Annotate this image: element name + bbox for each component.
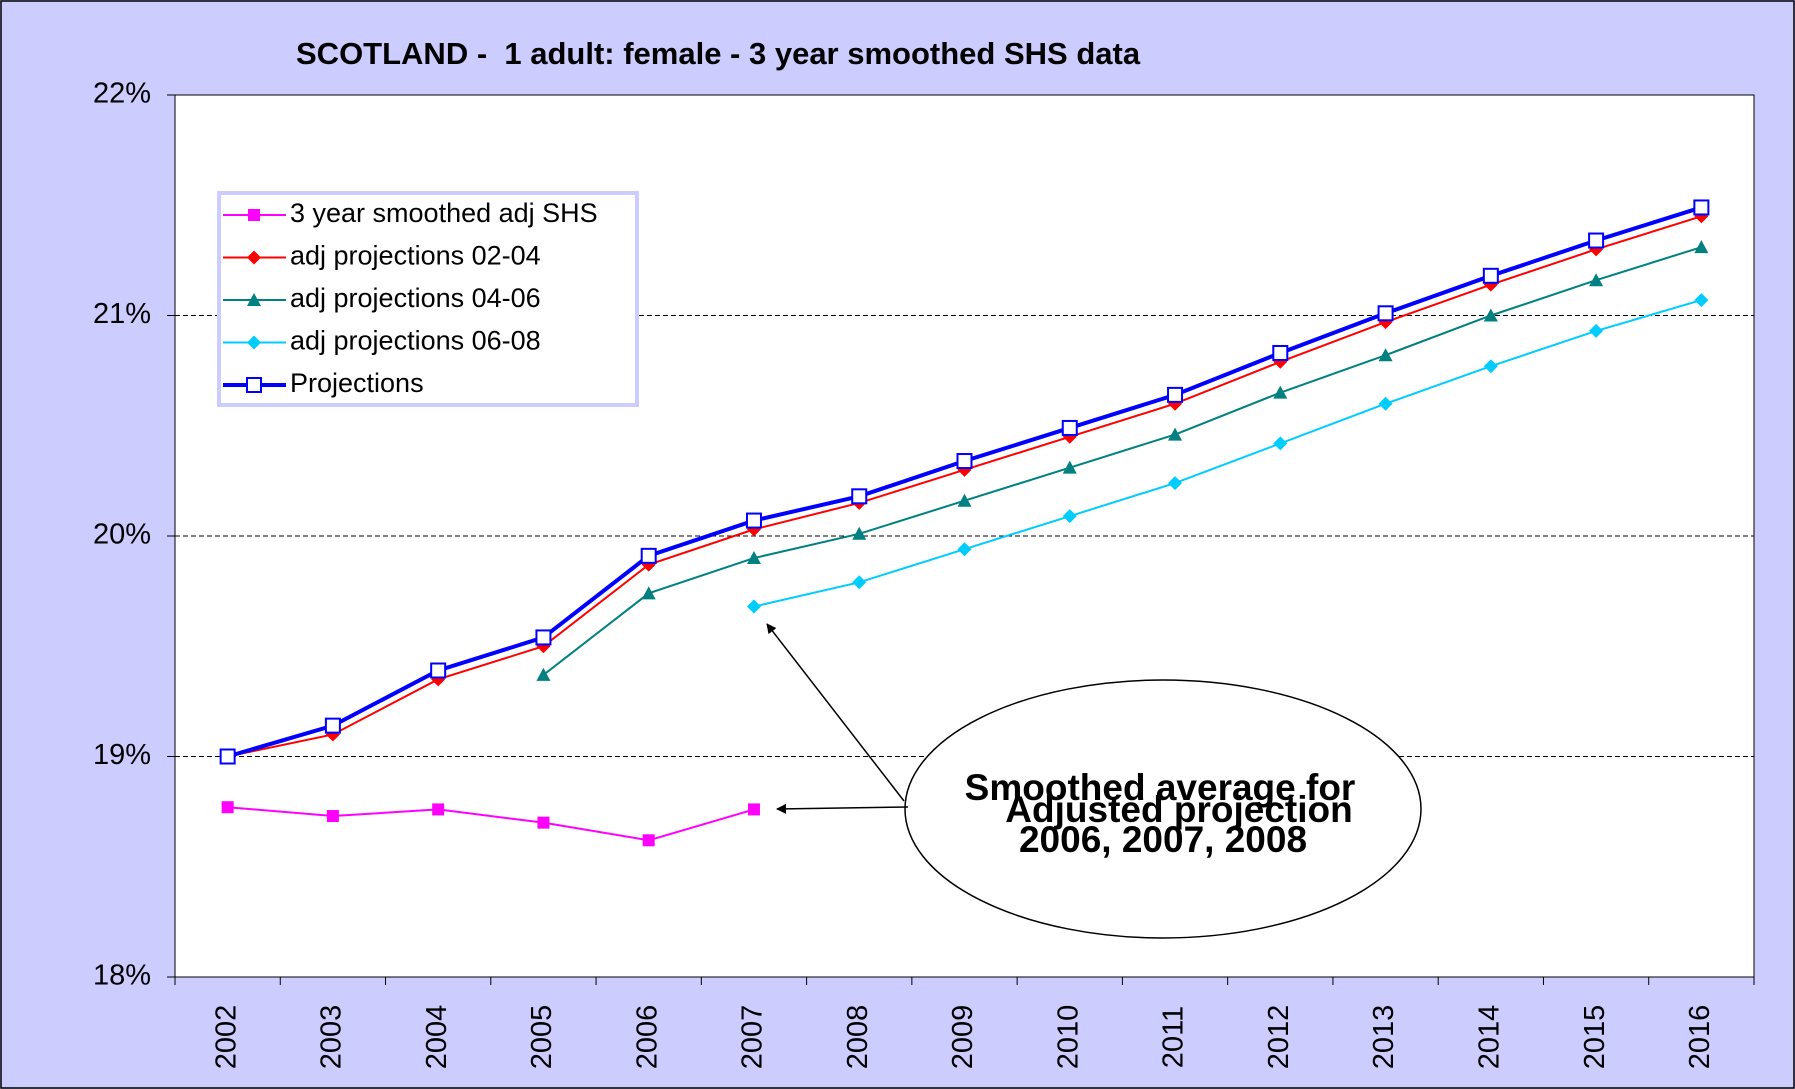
marker: [537, 816, 550, 829]
x-tick-label: 2002: [210, 1005, 242, 1070]
marker: [1167, 386, 1184, 403]
marker: [956, 453, 973, 470]
x-tick-label: 2013: [1368, 1005, 1400, 1070]
marker: [957, 493, 972, 507]
chart-title: SCOTLAND - 1 adult: female - 3 year smoo…: [296, 36, 1141, 71]
marker: [642, 834, 655, 847]
marker: [536, 667, 551, 681]
marker: [852, 575, 867, 590]
marker: [1273, 436, 1288, 451]
marker: [247, 335, 261, 350]
annotation: Smoothed average for: [965, 767, 1356, 808]
marker: [246, 377, 262, 393]
marker: [745, 512, 762, 529]
marker: [324, 717, 341, 734]
marker: [1694, 293, 1709, 308]
marker: [1062, 509, 1077, 524]
series-line: [542, 246, 1702, 676]
marker: [1483, 308, 1498, 322]
legend-label: 3 year smoothed adj SHS: [290, 198, 598, 228]
plot: 18% 19% 20% 21% 22% 2002 2003 2004 2005 2006 2007 2…: [93, 78, 1755, 1070]
marker: [852, 526, 867, 540]
marker: [1378, 396, 1393, 411]
marker: [1273, 385, 1288, 399]
legend: [217, 191, 639, 407]
legend-entries: 3 year smoothed adj SHS adj projections 0…: [223, 198, 598, 398]
annotation: 2006, 2007, 2008: [1019, 819, 1307, 860]
x-tick-label: 2010: [1052, 1005, 1084, 1070]
marker: [1589, 273, 1604, 287]
legend-label: adj projections 04-06: [290, 283, 541, 313]
marker: [247, 250, 261, 265]
marker: [221, 801, 234, 814]
marker: [640, 547, 657, 564]
marker: [1483, 359, 1498, 374]
marker: [1168, 476, 1183, 491]
marker: [219, 748, 236, 765]
marker: [746, 551, 761, 565]
marker: [1693, 199, 1710, 216]
x-tick-label: 2003: [316, 1005, 348, 1070]
marker: [851, 488, 868, 505]
marker: [1061, 419, 1078, 436]
y-tick-label: 18%: [93, 960, 151, 992]
y-tick-label: 20%: [93, 519, 151, 551]
x-tick-label: 2014: [1473, 1005, 1505, 1070]
x-tick-label: 2005: [526, 1005, 558, 1070]
x-tick-label: 2007: [737, 1005, 769, 1070]
marker: [535, 629, 552, 646]
x-tick-label: 2012: [1263, 1005, 1295, 1070]
legend-label: adj projections 06-08: [290, 326, 541, 356]
marker: [1378, 348, 1393, 362]
marker: [641, 586, 656, 600]
marker: [248, 209, 260, 221]
x-tick-label: 2011: [1158, 1006, 1190, 1068]
marker: [1168, 427, 1183, 441]
marker: [957, 542, 972, 557]
x-tick-label: 2009: [947, 1005, 979, 1070]
marker: [1272, 344, 1289, 361]
series-line: [753, 299, 1702, 608]
marker: [1694, 240, 1709, 254]
x-tick-label: 2016: [1684, 1005, 1716, 1070]
x-tick-label: 2008: [842, 1005, 874, 1070]
marker: [746, 599, 761, 614]
x-tick-label: 2006: [631, 1005, 663, 1070]
marker: [326, 810, 339, 823]
marker: [747, 803, 760, 816]
marker: [1482, 267, 1499, 284]
annotation: Adjusted projection: [1005, 789, 1352, 830]
legend-label: adj projections 02-04: [290, 241, 541, 271]
y-tick-label: 21%: [93, 298, 151, 330]
marker: [247, 293, 261, 306]
arrow: [766, 623, 905, 802]
marker: [432, 803, 445, 816]
marker: [430, 662, 447, 679]
callout: [904, 679, 1422, 939]
marker: [1062, 460, 1077, 474]
marker: [1589, 323, 1604, 338]
y-tick-label: 22%: [93, 78, 151, 110]
legend-label: Projections: [290, 368, 424, 398]
x-tick-label: 2004: [421, 1005, 453, 1070]
series-line: [227, 806, 755, 842]
y-tick-label: 19%: [93, 739, 151, 771]
arrow: [776, 803, 909, 814]
x-tick-label: 2015: [1579, 1005, 1611, 1070]
marker: [1377, 305, 1394, 322]
marker: [1588, 232, 1605, 249]
